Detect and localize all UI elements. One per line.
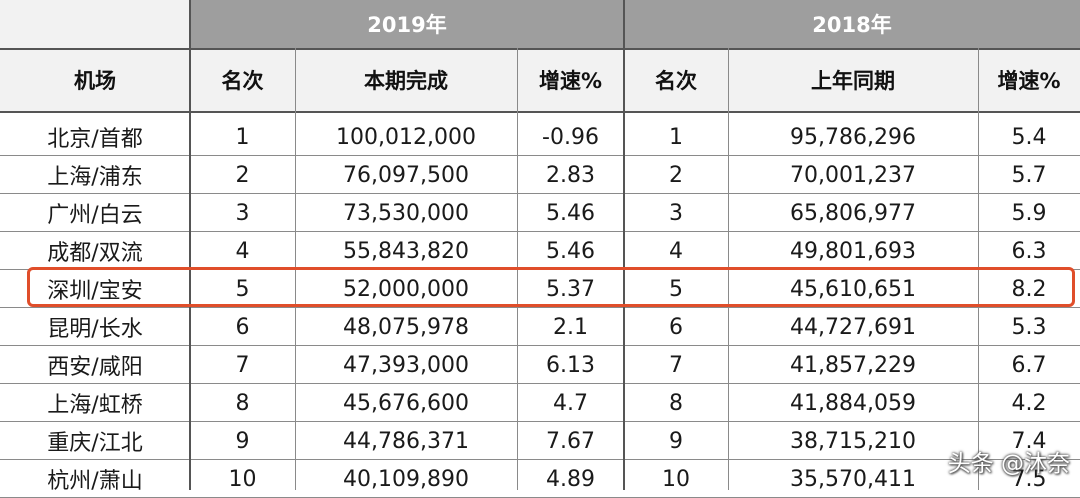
grid-line <box>0 421 1080 422</box>
cell-growth-2018: 5.4 <box>1011 124 1047 150</box>
cell-current: 45,676,600 <box>343 390 469 416</box>
cell-current: 40,109,890 <box>343 466 469 492</box>
cell-growth-2019: 2.83 <box>546 162 595 188</box>
grid-line <box>0 48 1080 50</box>
grid-line <box>0 307 1080 308</box>
cell-last-year: 41,884,059 <box>790 390 916 416</box>
cell-rank-2018: 8 <box>669 390 683 416</box>
cell-rank-2019: 3 <box>235 200 250 226</box>
cell-airport: 成都/双流 <box>47 241 143 266</box>
cell-current: 47,393,000 <box>343 352 469 378</box>
cell-growth-2018: 4.2 <box>1011 390 1047 416</box>
cell-rank-2019: 6 <box>235 314 250 340</box>
cell-rank-2019: 10 <box>228 466 257 492</box>
cell-rank-2018: 1 <box>669 124 683 150</box>
col-header-last-year: 上年同期 <box>728 48 978 112</box>
watermark: 头条 @沐奈 <box>947 451 1070 477</box>
cell-last-year: 38,715,210 <box>790 428 916 454</box>
cell-rank-2019: 1 <box>235 124 250 150</box>
cell-last-year: 35,570,411 <box>790 466 916 492</box>
cell-airport: 上海/浦东 <box>47 165 143 190</box>
cell-rank-2018: 2 <box>669 162 683 188</box>
cell-rank-2018: 6 <box>669 314 683 340</box>
grid-line <box>0 383 1080 384</box>
cell-growth-2019: 6.13 <box>546 352 595 378</box>
cell-current: 100,012,000 <box>336 124 476 150</box>
cell-last-year: 49,801,693 <box>790 238 916 264</box>
cell-airport: 杭州/萧山 <box>47 469 143 494</box>
cell-airport: 北京/首都 <box>47 127 143 152</box>
cell-growth-2019: -0.96 <box>542 124 599 150</box>
cell-rank-2018: 9 <box>669 428 683 454</box>
grid-line <box>0 345 1080 346</box>
grid-line <box>0 111 1080 113</box>
cell-rank-2018: 4 <box>669 238 683 264</box>
col-header-airport: 机场 <box>0 48 190 112</box>
cell-rank-2019: 4 <box>235 238 250 264</box>
col-header-current: 本期完成 <box>295 48 517 112</box>
cell-growth-2018: 6.7 <box>1011 352 1047 378</box>
cell-growth-2019: 4.7 <box>553 390 588 416</box>
cell-growth-2019: 5.46 <box>546 200 595 226</box>
cell-growth-2018: 7.5 <box>1011 466 1047 492</box>
cell-last-year: 41,857,229 <box>790 352 916 378</box>
cell-rank-2018: 3 <box>669 200 683 226</box>
cell-airport: 上海/虹桥 <box>47 393 143 418</box>
grid-line <box>0 155 1080 156</box>
col-header-rank-2018: 名次 <box>624 48 728 112</box>
group-header-2019: 2019年 <box>190 0 624 48</box>
cell-current: 55,843,820 <box>343 238 469 264</box>
cell-rank-2019: 2 <box>235 162 250 188</box>
cell-growth-2019: 5.37 <box>546 276 595 302</box>
highlight-frame-shenzhen <box>27 267 1075 307</box>
cell-rank-2019: 8 <box>235 390 250 416</box>
grid-line <box>0 193 1080 194</box>
cell-rank-2019: 9 <box>235 428 250 454</box>
cell-last-year: 65,806,977 <box>790 200 916 226</box>
cell-last-year: 95,786,296 <box>790 124 916 150</box>
cell-airport: 昆明/长水 <box>47 317 143 342</box>
cell-current: 44,786,371 <box>343 428 469 454</box>
cell-current: 76,097,500 <box>343 162 469 188</box>
cell-last-year: 70,001,237 <box>790 162 916 188</box>
col-header-rank-2019: 名次 <box>190 48 295 112</box>
cell-current: 73,530,000 <box>343 200 469 226</box>
cell-growth-2018: 7.4 <box>1011 428 1047 454</box>
cell-rank-2019: 7 <box>235 352 250 378</box>
cell-last-year: 44,727,691 <box>790 314 916 340</box>
col-header-growth-2018: 增速% <box>978 48 1080 112</box>
cell-airport: 重庆/江北 <box>47 431 143 456</box>
cell-current: 48,075,978 <box>343 314 469 340</box>
cell-airport: 深圳/宝安 <box>47 279 143 304</box>
cell-rank-2018: 10 <box>662 466 690 492</box>
cell-rank-2019: 5 <box>235 276 250 302</box>
grid-line <box>0 231 1080 232</box>
cell-growth-2018: 5.7 <box>1011 162 1047 188</box>
cell-growth-2019: 2.1 <box>553 314 588 340</box>
group-header-blank <box>0 0 190 48</box>
group-header-2018: 2018年 <box>624 0 1080 48</box>
col-header-growth-2019: 增速% <box>517 48 624 112</box>
cell-growth-2019: 7.67 <box>546 428 595 454</box>
grid-line <box>0 459 1080 460</box>
cell-growth-2018: 5.3 <box>1011 314 1047 340</box>
cell-current: 52,000,000 <box>343 276 469 302</box>
cell-growth-2018: 8.2 <box>1011 276 1047 302</box>
cell-last-year: 45,610,651 <box>790 276 916 302</box>
cell-growth-2019: 5.46 <box>546 238 595 264</box>
grid-line <box>189 0 191 490</box>
cell-airport: 西安/咸阳 <box>47 355 143 380</box>
cell-growth-2019: 4.89 <box>546 466 595 492</box>
cell-rank-2018: 5 <box>669 276 683 302</box>
grid-line <box>623 0 625 490</box>
cell-growth-2018: 5.9 <box>1011 200 1047 226</box>
cell-rank-2018: 7 <box>669 352 683 378</box>
cell-airport: 广州/白云 <box>47 203 143 228</box>
cell-growth-2018: 6.3 <box>1011 238 1047 264</box>
